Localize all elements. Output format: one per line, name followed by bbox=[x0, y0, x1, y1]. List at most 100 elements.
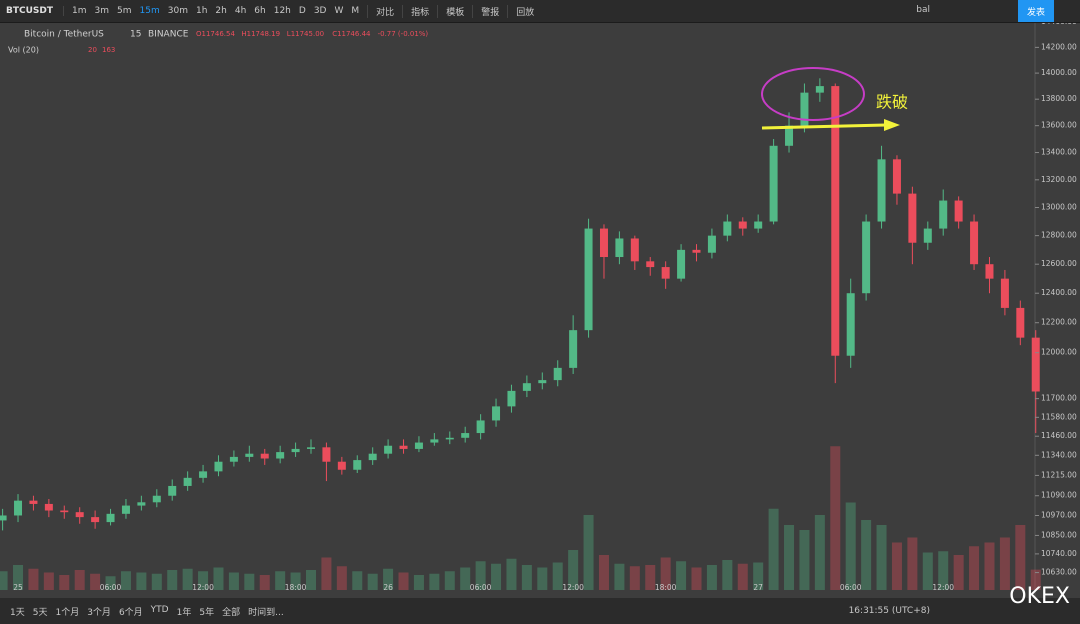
range-button[interactable]: 1个月 bbox=[55, 607, 80, 618]
tool-button[interactable]: 对比 bbox=[367, 4, 398, 18]
range-button[interactable]: 1天 bbox=[10, 607, 25, 618]
x-tick-label: 12:00 bbox=[932, 583, 954, 592]
volume-bar bbox=[521, 565, 532, 590]
candle-body bbox=[492, 406, 501, 421]
y-tick-label: 12600.00 bbox=[1041, 259, 1077, 268]
candle-body bbox=[630, 238, 639, 262]
account[interactable]: bal bbox=[916, 5, 930, 15]
legend-volume-value: 163 bbox=[102, 46, 115, 54]
y-tick-label: 12400.00 bbox=[1041, 288, 1077, 297]
volume-bar bbox=[614, 563, 625, 590]
interval-button[interactable]: 3D bbox=[313, 6, 327, 16]
volume-label: Vol (20) bbox=[8, 46, 39, 55]
volume-bar bbox=[59, 575, 70, 590]
volume-bar bbox=[213, 567, 224, 590]
volume-bar bbox=[676, 561, 687, 590]
volume-bar bbox=[1015, 525, 1026, 590]
candle-body bbox=[738, 221, 747, 229]
volume-bar bbox=[259, 575, 270, 590]
candle-body bbox=[14, 500, 23, 516]
interval-button[interactable]: 1m bbox=[72, 6, 87, 16]
y-tick-label: 10970.00 bbox=[1041, 510, 1077, 519]
interval-group: 1m 3m 5m 15m 30m 1h 2h 4h 6h 12h D 3D W M bbox=[68, 6, 363, 16]
volume-bar bbox=[537, 567, 548, 590]
x-tick-label: 18:00 bbox=[655, 583, 677, 592]
candle-body bbox=[0, 515, 7, 521]
range-button[interactable]: 1年 bbox=[176, 607, 192, 618]
range-button[interactable]: YTD bbox=[150, 604, 169, 615]
volume-bar bbox=[907, 537, 918, 590]
range-button[interactable]: 时间到... bbox=[248, 607, 284, 618]
volume-bar bbox=[43, 572, 54, 590]
volume-bar bbox=[28, 568, 39, 590]
y-tick-label: 10740.00 bbox=[1041, 549, 1077, 558]
y-tick-label: 13000.00 bbox=[1041, 203, 1077, 212]
y-tick-label: 11215.00 bbox=[1041, 470, 1077, 479]
interval-button[interactable]: 4h bbox=[234, 6, 247, 16]
y-tick-label: 11580.00 bbox=[1041, 412, 1077, 421]
range-button[interactable]: 全部 bbox=[222, 607, 241, 618]
publish-button[interactable]: 发表 bbox=[1018, 0, 1054, 22]
range-button[interactable]: 6个月 bbox=[118, 607, 143, 618]
interval-button[interactable]: 5m bbox=[117, 6, 132, 16]
range-button[interactable]: 3个月 bbox=[87, 607, 111, 618]
interval-button[interactable]: M bbox=[351, 6, 360, 16]
legend-interval: 15 bbox=[130, 30, 141, 40]
candle-body bbox=[862, 221, 871, 294]
candle-body bbox=[1031, 337, 1040, 392]
volume-bar bbox=[953, 555, 964, 590]
x-tick-label: 27 bbox=[753, 583, 763, 592]
interval-button[interactable]: 6h bbox=[254, 6, 266, 16]
interval-button[interactable]: 3m bbox=[94, 6, 110, 16]
interval-button[interactable]: D bbox=[298, 6, 306, 16]
interval-button[interactable]: 15m bbox=[139, 6, 160, 16]
candle-body bbox=[399, 445, 408, 449]
tool-button[interactable]: 回放 bbox=[507, 4, 538, 18]
interval-button[interactable]: 30m bbox=[167, 6, 188, 16]
candle-body bbox=[584, 228, 593, 331]
bottom-toolbar: 1天 5天 1个月 3个月 6个月 YTD 1年 5年 全部 时间到... 16:31:55 (U… bbox=[0, 598, 1080, 624]
range-button[interactable]: 5天 bbox=[32, 607, 48, 618]
volume-bar bbox=[336, 566, 347, 590]
range-button[interactable]: 5年 bbox=[199, 607, 215, 618]
candle-body bbox=[507, 390, 516, 407]
volume-bar bbox=[290, 572, 301, 590]
candle-body bbox=[29, 500, 38, 504]
y-tick-label: 14200.00 bbox=[1041, 42, 1077, 51]
legend-ohlc: H11748.19 bbox=[241, 30, 280, 38]
candle-body bbox=[353, 460, 362, 470]
legend-ohlc: C11746.44 bbox=[332, 30, 371, 38]
legend-volume-value: 20 bbox=[88, 46, 97, 54]
candle-body bbox=[1016, 307, 1025, 338]
x-tick-label: 12:00 bbox=[562, 583, 584, 592]
volume-bar bbox=[90, 573, 101, 590]
tool-button[interactable]: 警报 bbox=[472, 4, 503, 18]
y-tick-label: 11340.00 bbox=[1041, 450, 1077, 459]
volume-bar bbox=[244, 573, 255, 590]
volume-bar bbox=[429, 573, 440, 590]
volume-bar bbox=[691, 567, 702, 590]
legend-ohlc: L11745.00 bbox=[287, 30, 324, 38]
volume-bar bbox=[876, 525, 887, 590]
interval-button[interactable]: W bbox=[334, 6, 344, 16]
interval-button[interactable]: 12h bbox=[273, 6, 291, 16]
candle-body bbox=[44, 503, 53, 511]
y-tick-label: 13600.00 bbox=[1041, 121, 1077, 130]
candle-body bbox=[970, 221, 979, 265]
volume-bar bbox=[0, 571, 8, 590]
volume-bar bbox=[784, 525, 795, 590]
volume-bar bbox=[999, 537, 1010, 590]
candle-body bbox=[985, 264, 994, 279]
x-tick-label: 26 bbox=[383, 583, 393, 592]
interval-button[interactable]: 2h bbox=[215, 6, 227, 16]
toolbar-symbol[interactable]: BTCUSDT bbox=[0, 6, 65, 16]
volume-bar bbox=[891, 542, 902, 590]
volume-bar bbox=[722, 560, 733, 590]
highlight-ellipse bbox=[761, 67, 865, 121]
interval-button[interactable]: 1h bbox=[195, 6, 208, 16]
tool-button[interactable]: 指标 bbox=[402, 4, 433, 18]
candle-body bbox=[615, 238, 624, 258]
candle-body bbox=[307, 447, 315, 449]
tool-button[interactable]: 模板 bbox=[437, 4, 468, 18]
